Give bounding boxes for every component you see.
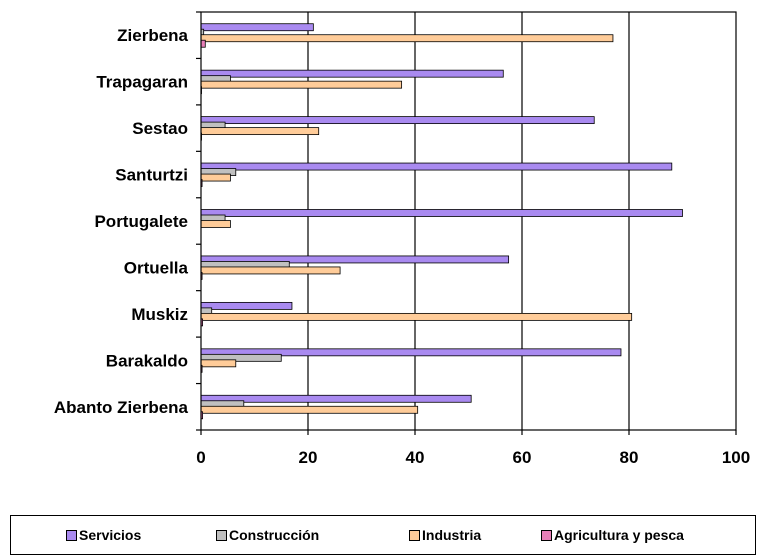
legend-label: Agricultura y pesca: [554, 527, 684, 543]
bar-chart: Abanto Zierbena Barakaldo Muskiz Ortuella Po…: [54, 11, 750, 467]
bar-servicios: [200, 162, 673, 171]
axes: [196, 11, 737, 435]
x-tick-labels: 0 20 40 60 80 100: [196, 448, 750, 467]
bar-industria: [200, 34, 614, 43]
bar-industria: [200, 266, 341, 275]
legend-label: Industria: [422, 527, 482, 543]
bar-servicios: [200, 209, 683, 217]
category-label: Abanto Zierbena: [54, 398, 189, 417]
bar-agricultura-y-pesca: [200, 39, 206, 48]
bar-industria: [200, 405, 419, 414]
bar-industria: [200, 80, 403, 89]
legend-swatch: [409, 529, 420, 541]
legend-swatch: [66, 529, 77, 541]
legend-item: Agricultura y pesca: [541, 526, 684, 544]
category-label: Muskiz: [131, 305, 188, 324]
bar-industria: [200, 220, 231, 228]
bar-industria: [200, 173, 231, 182]
legend-label: Construcción: [229, 527, 320, 543]
x-tick-label: 40: [406, 448, 425, 467]
legend-item: Industria: [409, 526, 481, 544]
legend: Servicios Construcción Industria Agricultur…: [10, 515, 756, 555]
category-label: Zierbena: [117, 26, 188, 45]
gridlines: [307, 12, 630, 430]
bar-industria: [200, 312, 633, 321]
x-tick-label: 80: [620, 448, 639, 467]
legend-swatch: [216, 529, 227, 541]
bar-servicios: [200, 69, 504, 78]
x-tick-label: 0: [196, 448, 205, 467]
bar-servicios: [200, 23, 314, 32]
category-label: Santurtzi: [115, 166, 188, 185]
bar-industria: [200, 127, 320, 136]
bar-servicios: [200, 116, 595, 125]
x-tick-label: 60: [513, 448, 532, 467]
category-label: Portugalete: [94, 212, 188, 231]
category-label: Ortuella: [124, 258, 189, 277]
legend-label: Servicios: [79, 527, 142, 543]
category-labels: Abanto Zierbena Barakaldo Muskiz Ortuella Po…: [54, 26, 189, 417]
x-tick-label: 20: [299, 448, 318, 467]
legend-swatch: [541, 529, 552, 541]
bar-servicios: [200, 301, 293, 310]
legend-item: Construcción: [216, 526, 319, 544]
category-label: Barakaldo: [106, 351, 188, 370]
plot-frame: [200, 11, 737, 431]
legend-item: Servicios: [66, 526, 141, 544]
category-label: Trapagaran: [96, 73, 188, 92]
x-tick-label: 100: [722, 448, 750, 467]
bar-industria: [200, 359, 237, 368]
category-label: Sestao: [132, 119, 188, 138]
bars: [200, 23, 683, 420]
